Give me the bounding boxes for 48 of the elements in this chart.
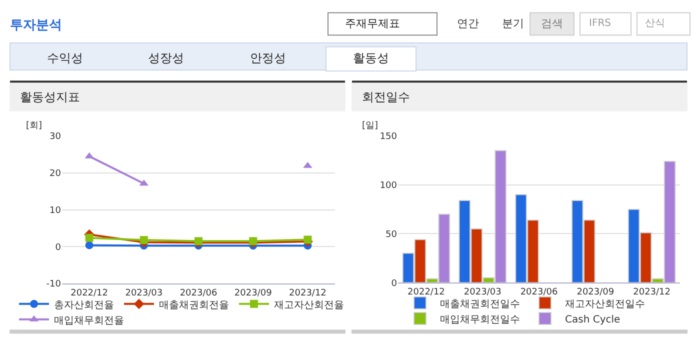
y-axis-title: [회] [26,121,42,131]
legend-label: 매입채무회전율 [54,315,124,326]
legend-label: 매출채권회전일수 [440,298,520,310]
legend-label: 재고자산회전율 [274,300,344,311]
text: 검색 [541,17,563,30]
legend-label: 총자산회전율 [54,300,114,311]
text: 성장성 [148,51,184,65]
x-tick-label: 2023/12 [633,287,670,298]
chart-title: 활동성지표 [20,90,80,104]
point [249,237,258,246]
y-tick-label: 150 [380,132,398,142]
x-tick-label: 2023/06 [180,288,218,298]
y-tick-label: 10 [50,206,62,216]
x-tick-label: 2022/12 [408,287,445,298]
text: 연간 [457,17,479,30]
text: 산식 [645,18,665,29]
legend-label: 매입채무회전일수 [440,314,520,326]
y-tick-label: 0 [55,242,62,253]
point [304,236,312,244]
point [140,236,148,244]
y-tick-label: -10 [46,280,62,290]
text: 주재무제표 [345,17,400,30]
y-tick-label: 50 [386,230,398,240]
point [194,237,202,246]
text: 수익성 [47,51,83,65]
x-tick-label: 2023/06 [520,287,558,298]
x-tick-label: 2023/03 [125,288,163,298]
text: 안정성 [250,51,286,65]
y-tick-label: 100 [380,181,398,192]
y-tick-label: 0 [391,278,398,289]
x-tick-label: 2023/09 [234,288,272,298]
point [85,234,94,242]
x-tick-label: 2023/12 [289,288,326,298]
legend-label: 매출채권회전율 [159,300,229,311]
x-tick-label: 2023/09 [576,287,614,298]
text: IFRS [589,18,611,29]
text: 투자분석 [10,18,62,33]
y-axis-title: [일] [362,121,378,131]
y-tick-label: 20 [50,169,62,180]
point [85,241,94,250]
x-tick-label: 2022/12 [70,288,108,298]
legend-label: Cash Cycle [565,314,620,326]
text: 분기 [502,17,524,30]
text: 활동성 [353,51,389,65]
x-tick-label: 2023/03 [464,287,502,298]
legend-label: 재고자산회전일수 [565,298,645,310]
chart-title: 회전일수 [362,90,410,104]
y-tick-label: 30 [50,132,62,142]
